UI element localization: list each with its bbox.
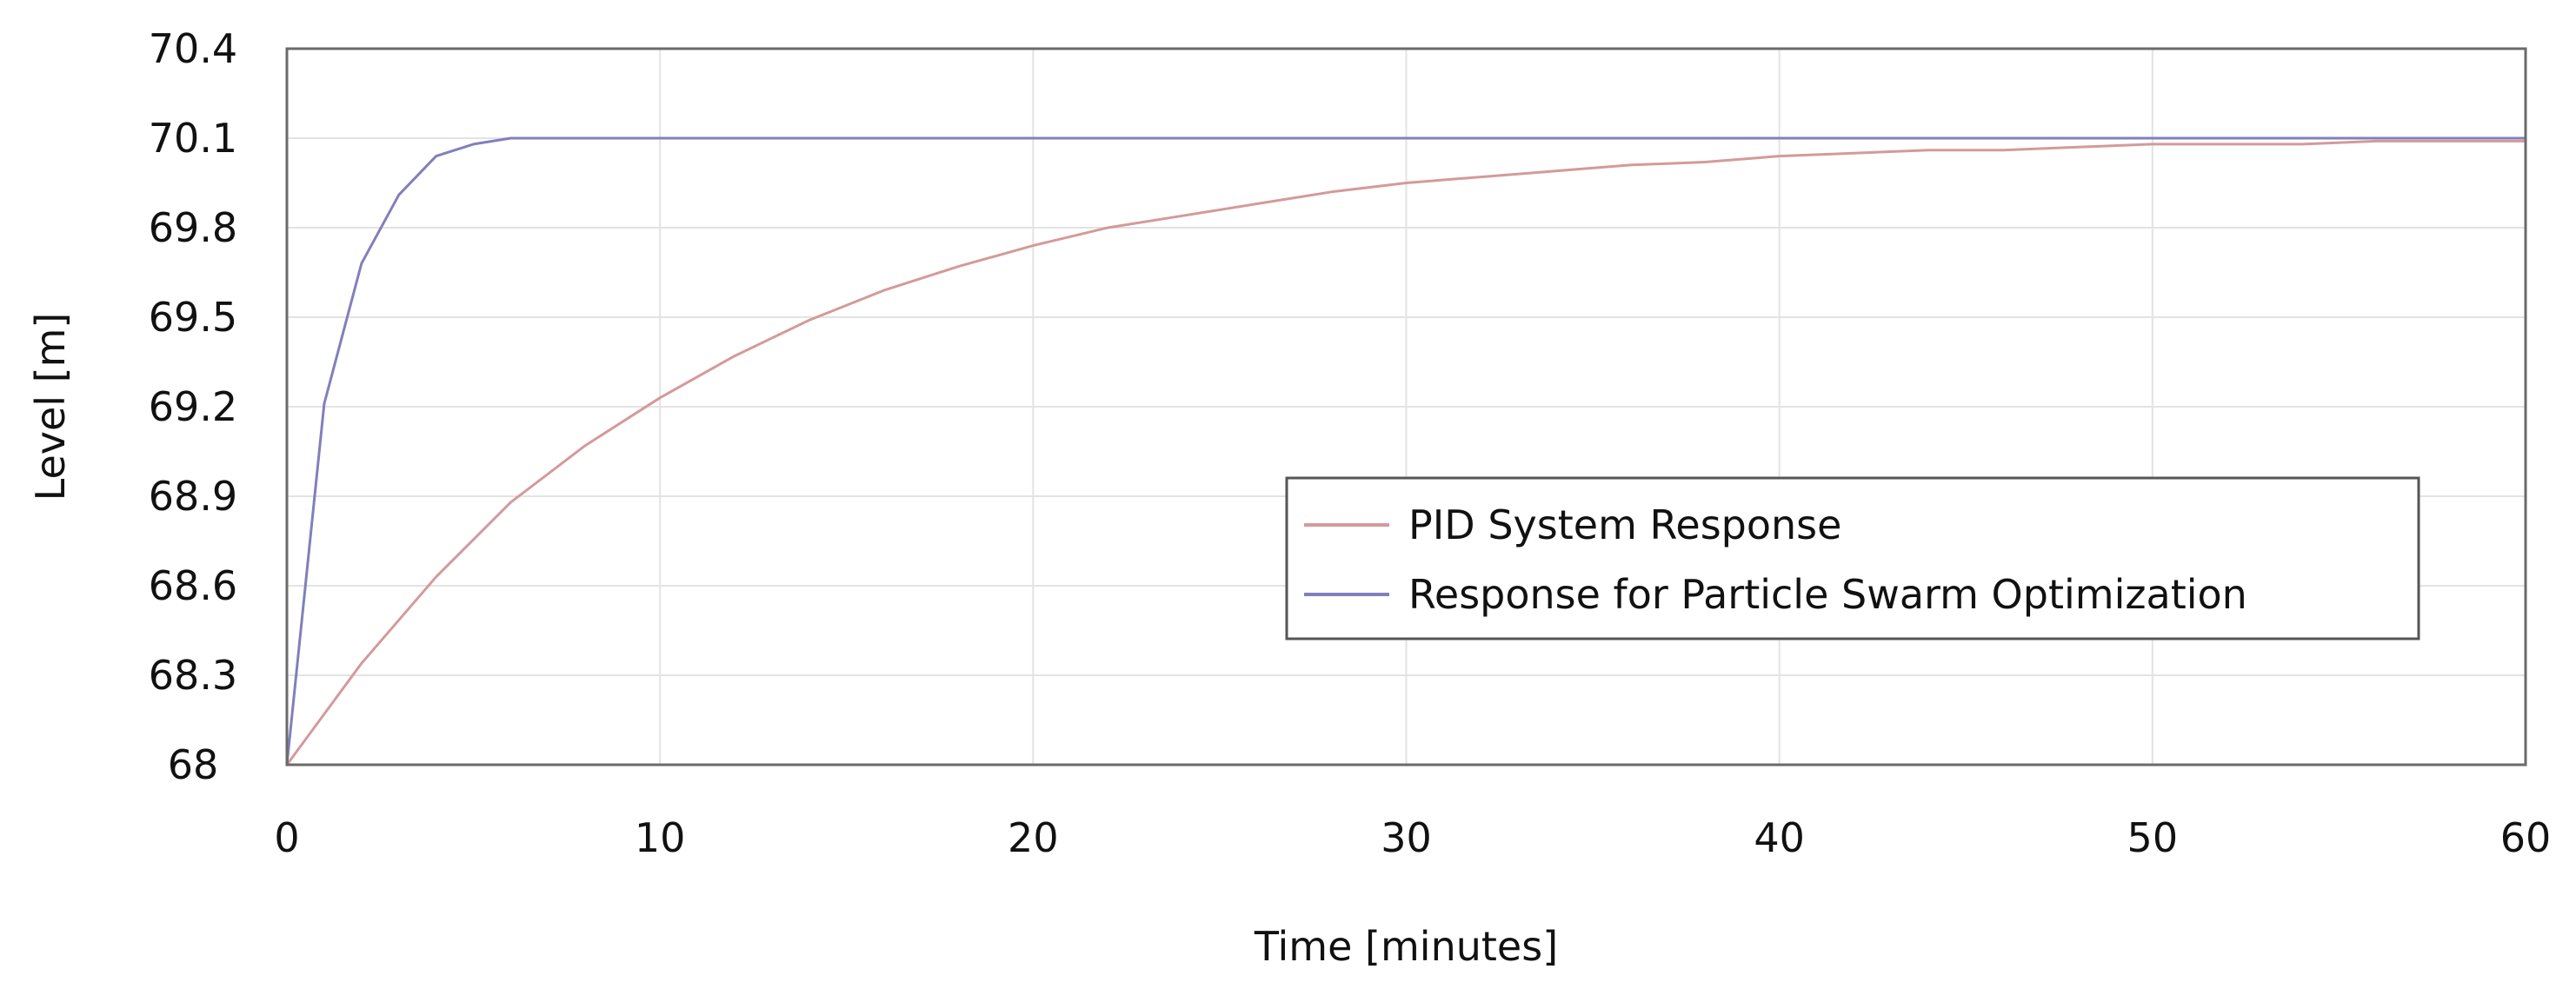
y-axis-title: Level [m]	[27, 313, 74, 501]
x-axis-title: Time [minutes]	[1254, 923, 1558, 970]
x-tick-label: 60	[2500, 814, 2552, 861]
y-tick-label: 70.1	[149, 115, 237, 162]
x-axis-ticks: 0 10 20 30 40 50 60	[274, 814, 2551, 861]
y-tick-label: 69.2	[149, 383, 237, 430]
y-axis-ticks: 68 68.3 68.6 68.9 69.2 69.5 69.8 70.1 70.4	[149, 25, 237, 788]
legend-box	[1285, 476, 2420, 641]
series-line-pid	[285, 139, 2527, 767]
legend: PID System Response Response for Particl…	[1285, 476, 2420, 641]
y-tick-label: 68.6	[149, 562, 237, 609]
x-tick-label: 0	[274, 814, 299, 861]
y-tick-label: 69.5	[149, 294, 237, 341]
y-tick-label: 70.4	[149, 25, 237, 72]
legend-label-pso: Response for Particle Swarm Optimization	[1408, 571, 2247, 618]
x-tick-label: 10	[635, 814, 686, 861]
x-tick-label: 50	[2127, 814, 2179, 861]
series-line-pso	[285, 136, 2527, 767]
y-tick-label: 68.9	[149, 473, 237, 520]
y-tick-label: 68.3	[149, 652, 237, 699]
grid-layer	[286, 48, 2526, 766]
legend-label-pid: PID System Response	[1408, 501, 1841, 548]
plot-frame	[285, 47, 2527, 767]
x-tick-label: 20	[1008, 814, 1059, 861]
series-layer	[285, 136, 2527, 767]
x-tick-label: 40	[1754, 814, 1805, 861]
y-tick-label: 68	[168, 741, 219, 788]
y-tick-label: 69.8	[149, 204, 237, 251]
x-tick-label: 30	[1381, 814, 1432, 861]
